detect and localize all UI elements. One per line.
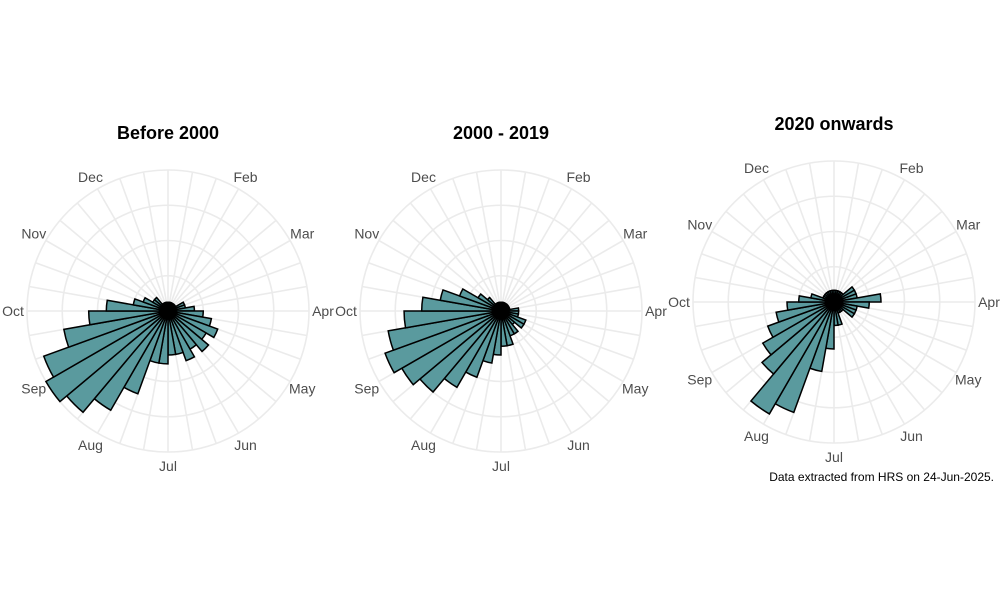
month-label-feb: Feb — [899, 160, 923, 176]
month-label-jul: Jul — [825, 449, 843, 465]
polar-bar — [766, 301, 835, 339]
polar-bar — [42, 310, 169, 379]
month-label-aug: Aug — [78, 437, 103, 453]
month-label-jun: Jun — [567, 437, 590, 453]
month-label-mar: Mar — [290, 226, 314, 242]
polar-bar — [775, 301, 835, 324]
polar-bar — [167, 310, 210, 353]
month-label-sep: Sep — [687, 372, 712, 388]
month-label-nov: Nov — [687, 217, 712, 233]
month-label-feb: Feb — [566, 169, 590, 185]
grid-ring — [692, 160, 976, 444]
polar-bar — [87, 310, 169, 326]
month-label-oct: Oct — [668, 294, 690, 310]
month-label-apr: Apr — [645, 303, 667, 319]
month-label-may: May — [955, 372, 981, 388]
month-label-aug: Aug — [744, 428, 769, 444]
month-label-jun: Jun — [234, 437, 257, 453]
month-label-sep: Sep — [21, 381, 46, 397]
polar-bar — [384, 310, 502, 374]
bars — [42, 296, 219, 414]
grid-ring — [394, 204, 608, 418]
grid-ring — [61, 204, 275, 418]
month-label-jun: Jun — [900, 428, 923, 444]
polar-bar — [760, 301, 835, 376]
polar-bar — [833, 289, 837, 303]
month-label-oct: Oct — [2, 303, 24, 319]
bars — [384, 287, 527, 394]
month-label-mar: Mar — [623, 226, 647, 242]
grid-ring — [359, 169, 643, 453]
month-label-nov: Nov — [354, 226, 379, 242]
month-label-dec: Dec — [411, 169, 436, 185]
grid-ring — [727, 195, 941, 409]
polar-bar — [167, 301, 171, 312]
month-label-apr: Apr — [978, 294, 1000, 310]
panel-title: 2020 onwards — [774, 114, 893, 134]
panel-before-2000: Before 2000 Feb Mar Apr May Jun Jul Aug Sep Oct N… — [2, 123, 334, 474]
month-label-oct: Oct — [335, 303, 357, 319]
polar-bar — [44, 310, 169, 403]
polar-bar — [761, 301, 835, 356]
month-label-dec: Dec — [744, 160, 769, 176]
polar-bar — [749, 301, 835, 415]
month-label-nov: Nov — [21, 226, 46, 242]
polar-bar — [786, 301, 835, 312]
polar-bar — [387, 310, 502, 352]
month-label-aug: Aug — [411, 437, 436, 453]
month-label-jul: Jul — [492, 458, 510, 474]
polar-bar — [62, 310, 169, 349]
panel-title: Before 2000 — [117, 123, 219, 143]
month-label-dec: Dec — [78, 169, 103, 185]
panel-2020-onwards: 2020 onwards Feb Mar Apr May Jun Jul Aug Sep Oct… — [668, 114, 1000, 465]
month-label-may: May — [622, 381, 648, 397]
polar-bar — [833, 292, 882, 303]
grid-ring — [26, 169, 310, 453]
polar-bar — [500, 301, 504, 312]
bars — [749, 285, 882, 415]
month-label-apr: Apr — [312, 303, 334, 319]
month-label-jul: Jul — [159, 458, 177, 474]
month-label-sep: Sep — [354, 381, 379, 397]
month-label-mar: Mar — [956, 217, 980, 233]
month-label-may: May — [289, 381, 315, 397]
grid-ring — [762, 230, 906, 374]
polar-bar — [403, 310, 502, 329]
panel-2000-2019: 2000 - 2019 Feb Mar Apr May Jun Jul Aug Sep Oct N… — [335, 123, 667, 474]
panel-title: 2000 - 2019 — [453, 123, 549, 143]
polar-bar — [167, 310, 196, 362]
month-label-feb: Feb — [233, 169, 257, 185]
data-source-caption: Data extracted from HRS on 24-Jun-2025. — [769, 470, 994, 484]
